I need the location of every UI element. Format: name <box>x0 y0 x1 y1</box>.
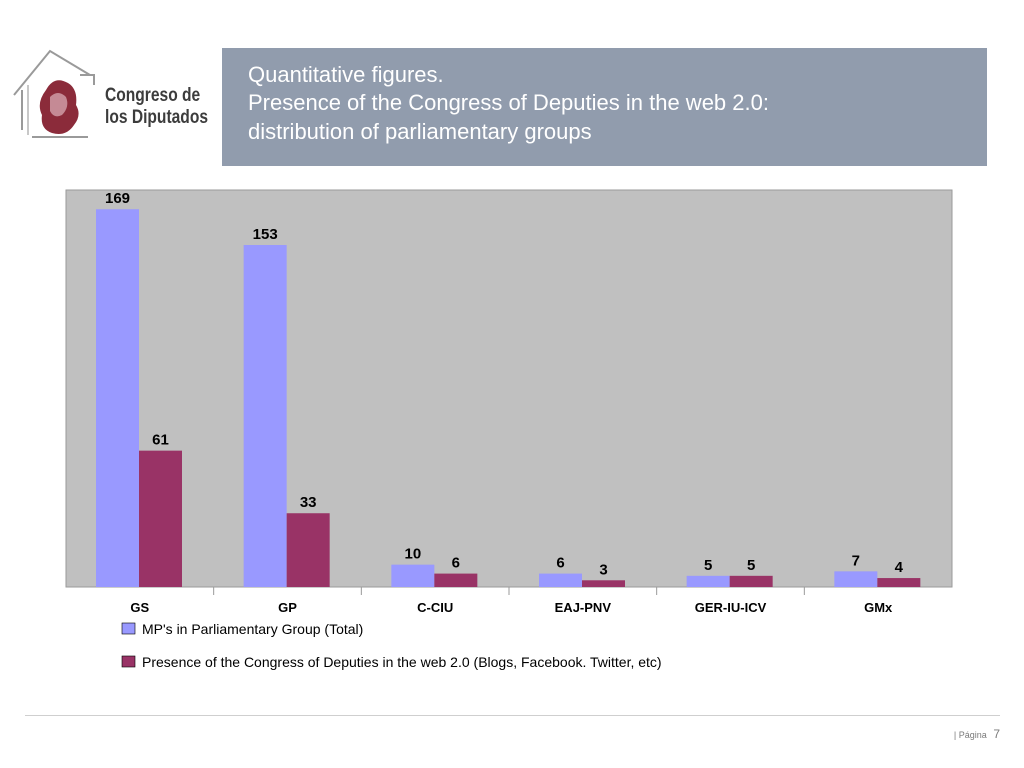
plot-area <box>65 189 953 588</box>
data-label-gmx-series-1: 7 <box>852 552 860 569</box>
data-label-gp-series-2: 33 <box>300 494 317 511</box>
logo: Congreso de los Diputados <box>10 45 215 145</box>
page-footer: | Página 7 <box>954 727 1000 741</box>
bar-gmx-series-1 <box>834 571 878 587</box>
data-label-ger-iu-icv-series-2: 5 <box>747 557 755 574</box>
bar-gp-series-2 <box>286 513 330 587</box>
page-number: 7 <box>993 727 1000 741</box>
bar-gp-series-1 <box>243 245 287 587</box>
data-label-eaj-pnv-series-1: 6 <box>556 555 564 572</box>
bar-gs-series-1 <box>96 209 139 587</box>
bar-ger-iu-icv-series-1 <box>686 575 730 587</box>
logo-line-2: los Diputados <box>105 107 209 128</box>
title-line-3: distribution of parliamentary groups <box>248 119 592 144</box>
bar-gmx-series-2 <box>877 578 921 587</box>
bar-ger-iu-icv-series-2 <box>729 575 773 587</box>
category-label-ger-iu-icv: GER-IU-ICV <box>695 600 767 615</box>
category-label-gmx: GMx <box>864 600 893 615</box>
logo-line-1: Congreso de <box>105 85 201 106</box>
congress-lion-emblem-icon <box>13 49 95 138</box>
title-line-2: Presence of the Congress of Deputies in … <box>248 90 769 115</box>
logo-text: Congreso de los Diputados <box>105 85 208 129</box>
data-label-gp-series-1: 153 <box>253 226 278 243</box>
data-label-gs-series-2: 61 <box>152 432 169 449</box>
footer-label: | Página <box>953 730 987 740</box>
data-label-gmx-series-2: 4 <box>895 559 904 576</box>
category-label-gp: GP <box>278 600 297 615</box>
category-label-eaj-pnv: EAJ-PNV <box>555 600 612 615</box>
title-banner: Quantitative figures. Presence of the Co… <box>222 48 987 166</box>
bar-eaj-pnv-series-2 <box>582 580 625 587</box>
bar-eaj-pnv-series-1 <box>539 573 582 587</box>
legend-swatch-2 <box>121 655 136 668</box>
legend-label-1: MP's in Parliamentary Group (Total) <box>142 621 363 637</box>
data-label-c-ciu-series-2: 6 <box>452 555 460 572</box>
bar-gs-series-2 <box>139 450 182 587</box>
legend-swatch-1 <box>121 622 136 635</box>
data-label-eaj-pnv-series-2: 3 <box>599 561 607 578</box>
data-label-ger-iu-icv-series-1: 5 <box>704 557 712 574</box>
legend-label-2: Presence of the Congress of Deputies in … <box>142 654 662 670</box>
category-label-gs: GS <box>130 600 149 615</box>
title-line-1: Quantitative figures. <box>248 62 444 87</box>
category-label-c-ciu: C-CIU <box>417 600 453 615</box>
data-label-gs-series-1: 169 <box>105 190 130 207</box>
bar-chart: 169 61 GS 153 33 GP 10 6 C-CIU 6 3 EAJ-PNV 5 5 GER-IU-… <box>65 189 953 670</box>
data-label-c-ciu-series-1: 10 <box>404 546 421 563</box>
bar-c-ciu-series-2 <box>434 573 478 587</box>
footer-divider <box>25 715 1000 716</box>
bar-c-ciu-series-1 <box>391 564 435 587</box>
